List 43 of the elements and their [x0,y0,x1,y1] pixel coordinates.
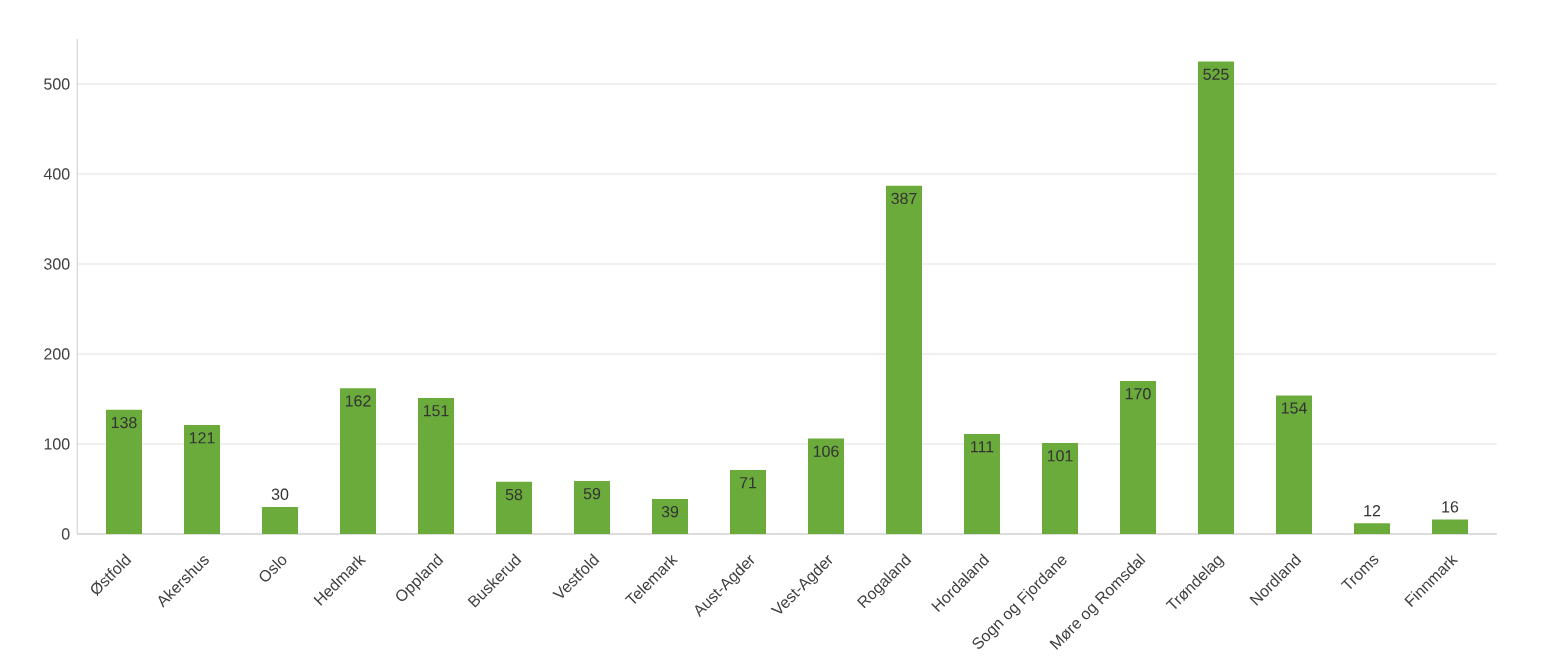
data-label: 58 [505,488,523,501]
data-label: 30 [271,488,289,500]
bar [730,470,766,534]
bar [1276,395,1313,534]
y-tick-label: 100 [44,438,70,450]
data-label: 525 [1203,68,1229,80]
y-tick-label: 0 [61,528,70,540]
bar [1042,443,1079,534]
bar [964,434,1001,534]
data-label: 12 [1364,504,1381,517]
data-label: 111 [971,441,994,453]
data-label: 162 [345,395,371,407]
data-label: 151 [423,405,449,417]
data-label: 121 [189,432,215,444]
bar [1198,61,1235,534]
data-label: 71 [739,477,757,489]
bar [496,481,533,534]
bar [808,438,845,534]
y-tick-label: 300 [44,258,70,270]
data-label: 387 [891,192,917,205]
data-label: 59 [583,487,601,500]
x-tick-label: Oslo [259,556,287,582]
bar [652,498,689,534]
bar [184,425,221,534]
data-label: 39 [661,505,679,518]
data-label: 154 [1281,402,1307,414]
data-label: 170 [1125,388,1151,400]
y-tick-label: 400 [43,168,70,180]
bar [418,398,455,534]
data-label: 106 [813,445,839,457]
data-label: 101 [1047,450,1073,462]
y-tick-label: 200 [44,348,70,360]
data-label: 16 [1442,501,1459,513]
bar [886,185,923,534]
bar [340,388,377,534]
bar [1432,519,1469,534]
y-tick-label: 500 [44,78,70,90]
bar [1354,523,1391,534]
bar [574,480,611,534]
bar [262,507,299,534]
bar [1120,381,1157,534]
bar [106,409,143,534]
data-label: 138 [111,416,137,429]
